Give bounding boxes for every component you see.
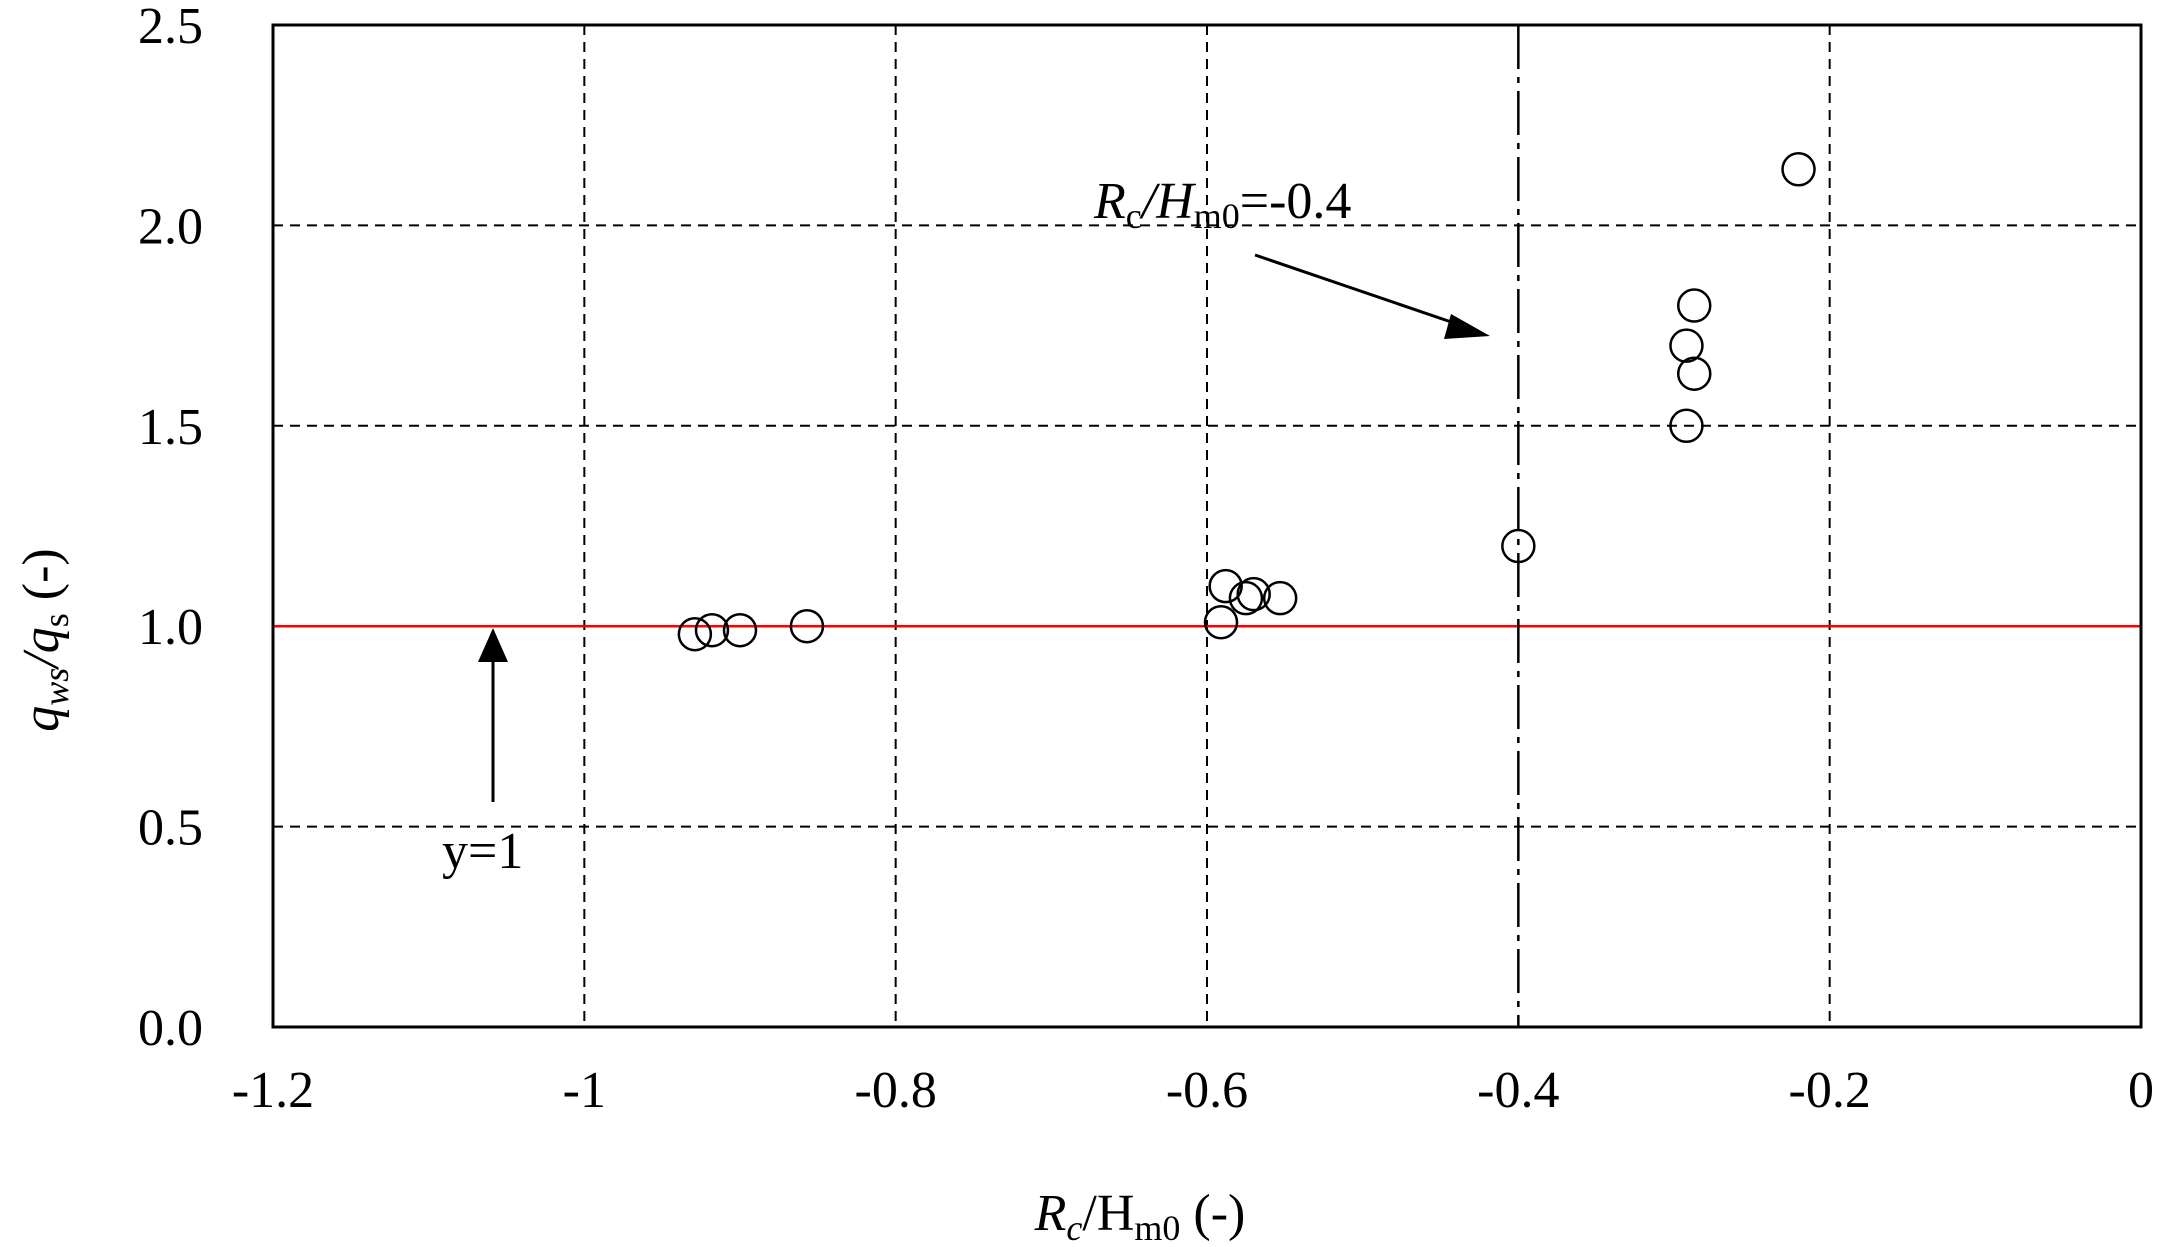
data-point xyxy=(1676,288,1712,323)
rc-annotation: Rc/Hm0=-0.4 xyxy=(1093,173,1490,339)
data-point xyxy=(1781,152,1816,187)
x-tick-label: -0.2 xyxy=(1789,1062,1871,1119)
x-axis-ticks: -1.2 -1 -0.8 -0.6 -0.4 -0.2 0 xyxy=(232,1062,2154,1119)
x-tick-label: -0.8 xyxy=(855,1062,937,1119)
y1-annotation-label: y=1 xyxy=(442,823,523,880)
rc-arrow-shaft xyxy=(1254,253,1461,327)
rc-arrow-head xyxy=(1444,314,1490,339)
x-tick-label: -0.6 xyxy=(1166,1062,1248,1119)
data-point xyxy=(1236,576,1271,612)
y-tick-label: 1.0 xyxy=(138,599,203,656)
data-point xyxy=(1676,356,1712,391)
data-points xyxy=(677,152,1816,652)
x-tick-label: -1 xyxy=(563,1062,606,1119)
y1-arrow-head xyxy=(478,628,508,662)
y-tick-label: 2.5 xyxy=(138,0,203,55)
rc-annotation-label: Rc/Hm0=-0.4 xyxy=(1093,173,1351,236)
data-point xyxy=(1228,580,1264,616)
data-point xyxy=(1669,408,1704,444)
y-tick-label: 1.5 xyxy=(138,399,203,456)
plot-frame xyxy=(271,23,2143,1029)
data-point xyxy=(1208,568,1243,604)
data-point xyxy=(722,612,758,648)
data-point xyxy=(1203,604,1239,640)
x-axis-label: Rc/Hm0 (-) xyxy=(1034,1185,1246,1247)
x-tick-label: 0 xyxy=(2128,1062,2154,1119)
y-equals-1-annotation: y=1 xyxy=(442,628,523,880)
y-axis-label: qws/qs (-) xyxy=(13,548,76,731)
y-axis-ticks: 0.0 0.5 1.0 1.5 2.0 2.5 xyxy=(138,0,203,1057)
y-tick-label: 0.0 xyxy=(138,1000,203,1057)
x-tick-label: -0.4 xyxy=(1477,1062,1559,1119)
data-point xyxy=(694,612,730,648)
y-tick-label: 0.5 xyxy=(138,800,203,857)
data-point xyxy=(789,608,825,644)
grid-lines xyxy=(273,25,2141,1027)
reference-lines xyxy=(273,25,2141,1027)
data-point xyxy=(1669,328,1704,363)
data-point xyxy=(1262,580,1298,616)
x-tick-label: -1.2 xyxy=(232,1062,314,1119)
y-tick-label: 2.0 xyxy=(138,198,203,255)
data-point xyxy=(677,616,713,652)
data-point xyxy=(1501,528,1536,564)
